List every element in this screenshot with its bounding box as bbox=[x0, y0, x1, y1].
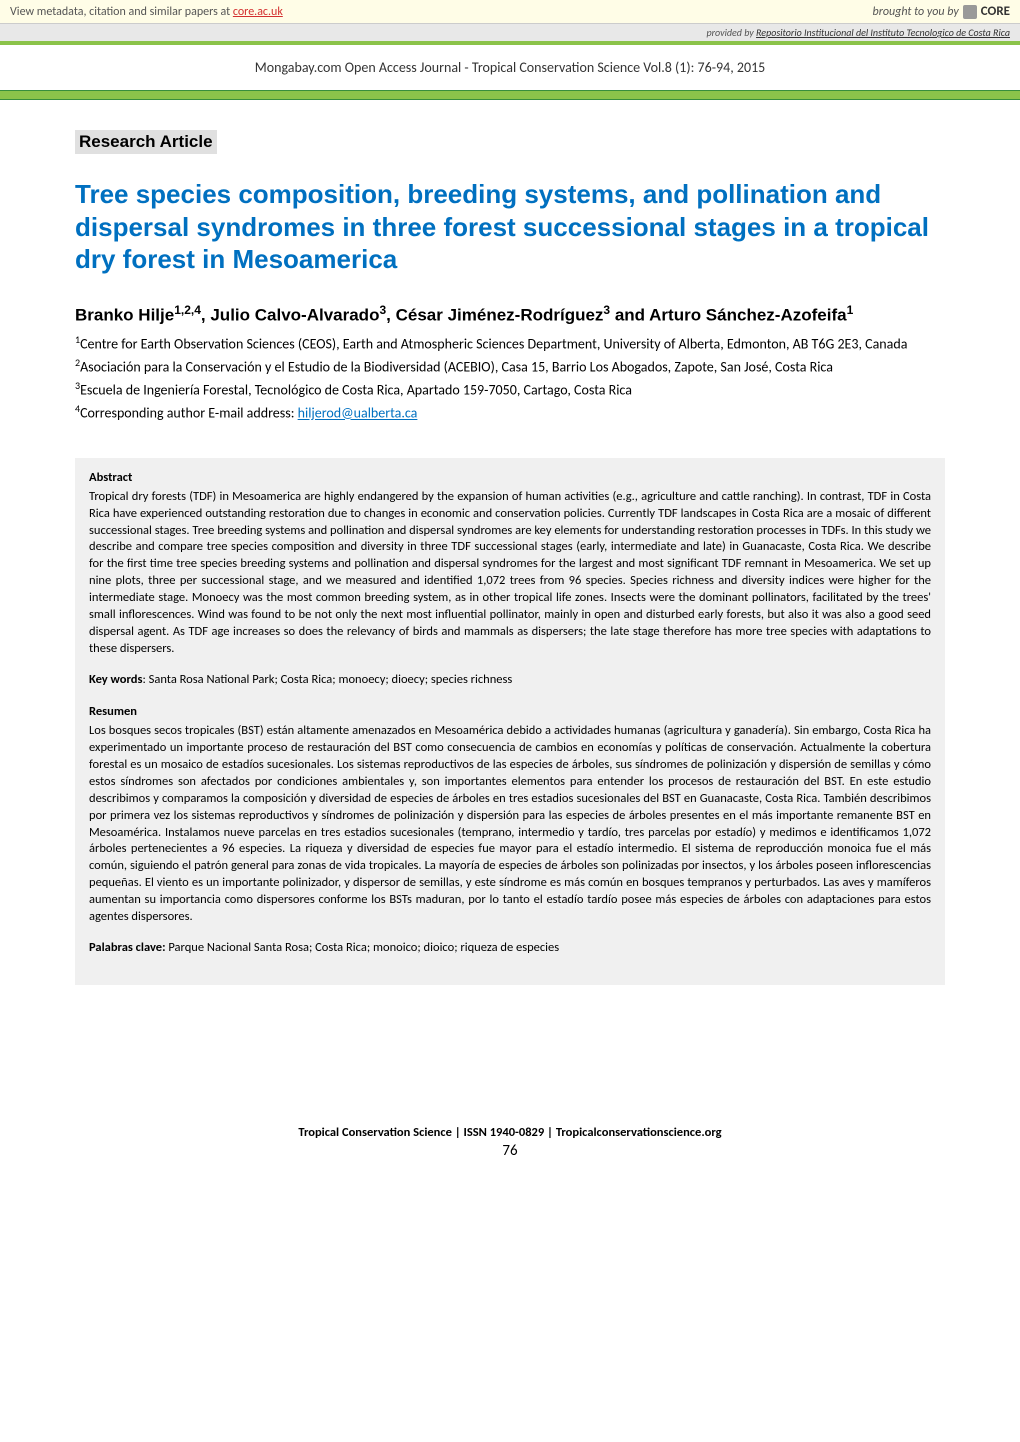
corresponding-email-link[interactable]: hiljerod@ualberta.ca bbox=[298, 405, 418, 422]
core-logo[interactable]: CORE bbox=[981, 4, 1010, 19]
affiliations: 1Centre for Earth Observation Sciences (… bbox=[75, 333, 945, 424]
affiliation-1: 1Centre for Earth Observation Sciences (… bbox=[75, 333, 945, 355]
metadata-left: View metadata, citation and similar pape… bbox=[10, 5, 283, 19]
affiliation-2: 2Asociación para la Conservación y el Es… bbox=[75, 356, 945, 378]
keywords-label-en: Key words bbox=[89, 672, 142, 687]
abstract-block: Abstract Tropical dry forests (TDF) in M… bbox=[75, 458, 945, 985]
core-link[interactable]: core.ac.uk bbox=[233, 5, 283, 19]
content-area: Research Article Tree species compositio… bbox=[0, 100, 1020, 1005]
core-icon bbox=[963, 5, 977, 19]
page-footer: Tropical Conservation Science | ISSN 194… bbox=[0, 1125, 1020, 1180]
keywords-label-es: Palabras clave: bbox=[89, 940, 166, 955]
keywords-text-en: : Santa Rosa National Park; Costa Rica; … bbox=[142, 672, 512, 687]
abstract-text: Tropical dry forests (TDF) in Mesoameric… bbox=[89, 489, 931, 658]
provided-bar: provided by Repositorio Institucional de… bbox=[0, 24, 1020, 41]
keywords-en: Key words: Santa Rosa National Park; Cos… bbox=[89, 672, 931, 689]
keywords-es: Palabras clave: Parque Nacional Santa Ro… bbox=[89, 940, 931, 957]
page-number: 76 bbox=[0, 1142, 1020, 1160]
repository-link[interactable]: Repositorio Institucional del Instituto … bbox=[756, 26, 1010, 39]
research-article-label: Research Article bbox=[75, 130, 217, 154]
green-bar-thick bbox=[0, 90, 1020, 100]
footer-journal-info: Tropical Conservation Science | ISSN 194… bbox=[0, 1125, 1020, 1140]
affiliation-3: 3Escuela de Ingeniería Forestal, Tecnoló… bbox=[75, 379, 945, 401]
journal-header: Mongabay.com Open Access Journal - Tropi… bbox=[0, 45, 1020, 90]
brought-by-text: brought to you by bbox=[873, 5, 959, 19]
article-title: Tree species composition, breeding syste… bbox=[75, 178, 945, 276]
provided-prefix: provided by bbox=[706, 26, 756, 39]
metadata-bar: View metadata, citation and similar pape… bbox=[0, 0, 1020, 24]
abstract-heading: Abstract bbox=[89, 470, 931, 487]
authors: Branko Hilje1,2,4, Julio Calvo-Alvarado3… bbox=[75, 302, 945, 328]
resumen-text: Los bosques secos tropicales (BST) están… bbox=[89, 723, 931, 926]
keywords-text-es: Parque Nacional Santa Rosa; Costa Rica; … bbox=[166, 940, 560, 955]
metadata-text: View metadata, citation and similar pape… bbox=[10, 5, 233, 19]
affiliation-4: 4Corresponding author E-mail address: hi… bbox=[75, 402, 945, 424]
metadata-right: brought to you by CORE bbox=[873, 4, 1010, 19]
resumen-heading: Resumen bbox=[89, 704, 931, 721]
